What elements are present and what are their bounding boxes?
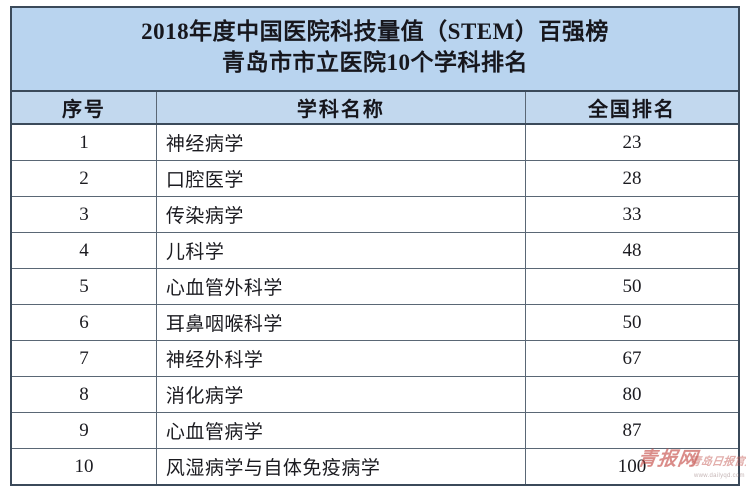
title-line-2: 青岛市市立医院10个学科排名	[222, 50, 528, 75]
table-title: 2018年度中国医院科技量值（STEM）百强榜 青岛市市立医院10个学科排名	[10, 6, 740, 92]
cell-national-rank: 87	[524, 412, 740, 449]
cell-index: 10	[10, 448, 157, 486]
table-row: 3 传染病学 33	[10, 196, 740, 233]
cell-discipline-name: 耳鼻咽喉科学	[155, 304, 526, 341]
table-row: 7 神经外科学 67	[10, 340, 740, 377]
table-row: 9 心血管病学 87	[10, 412, 740, 449]
cell-discipline-name: 消化病学	[155, 376, 526, 413]
title-line-1: 2018年度中国医院科技量值（STEM）百强榜	[141, 19, 609, 45]
column-header-national-rank: 全国排名	[524, 90, 740, 125]
cell-national-rank: 67	[524, 340, 740, 377]
column-header-discipline: 学科名称	[155, 90, 526, 125]
cell-discipline-name: 神经外科学	[155, 340, 526, 377]
cell-index: 6	[10, 304, 157, 341]
ranking-table: 2018年度中国医院科技量值（STEM）百强榜 青岛市市立医院10个学科排名 序…	[10, 6, 740, 486]
column-header-index: 序号	[10, 90, 157, 125]
cell-index: 4	[10, 232, 157, 269]
cell-discipline-name: 口腔医学	[155, 160, 526, 197]
cell-discipline-name: 传染病学	[155, 196, 526, 233]
table-row: 10 风湿病学与自体免疫病学 100	[10, 448, 740, 486]
cell-national-rank: 33	[524, 196, 740, 233]
table-row: 6 耳鼻咽喉科学 50	[10, 304, 740, 341]
cell-national-rank: 48	[524, 232, 740, 269]
cell-discipline-name: 儿科学	[155, 232, 526, 269]
table-row: 1 神经病学 23	[10, 123, 740, 161]
cell-discipline-name: 心血管病学	[155, 412, 526, 449]
cell-discipline-name: 风湿病学与自体免疫病学	[155, 448, 526, 486]
cell-national-rank: 50	[524, 304, 740, 341]
cell-index: 3	[10, 196, 157, 233]
cell-index: 8	[10, 376, 157, 413]
cell-discipline-name: 心血管外科学	[155, 268, 526, 305]
cell-national-rank: 50	[524, 268, 740, 305]
table-row: 4 儿科学 48	[10, 232, 740, 269]
cell-index: 7	[10, 340, 157, 377]
table-row: 5 心血管外科学 50	[10, 268, 740, 305]
cell-index: 2	[10, 160, 157, 197]
cell-index: 5	[10, 268, 157, 305]
table-header-row: 序号 学科名称 全国排名	[10, 90, 740, 125]
cell-national-rank: 28	[524, 160, 740, 197]
cell-index: 1	[10, 123, 157, 161]
cell-national-rank: 23	[524, 123, 740, 161]
cell-national-rank: 100	[524, 448, 740, 486]
cell-discipline-name: 神经病学	[155, 123, 526, 161]
table-row: 8 消化病学 80	[10, 376, 740, 413]
table-row: 2 口腔医学 28	[10, 160, 740, 197]
cell-national-rank: 80	[524, 376, 740, 413]
cell-index: 9	[10, 412, 157, 449]
table-title-row: 2018年度中国医院科技量值（STEM）百强榜 青岛市市立医院10个学科排名	[10, 6, 740, 92]
